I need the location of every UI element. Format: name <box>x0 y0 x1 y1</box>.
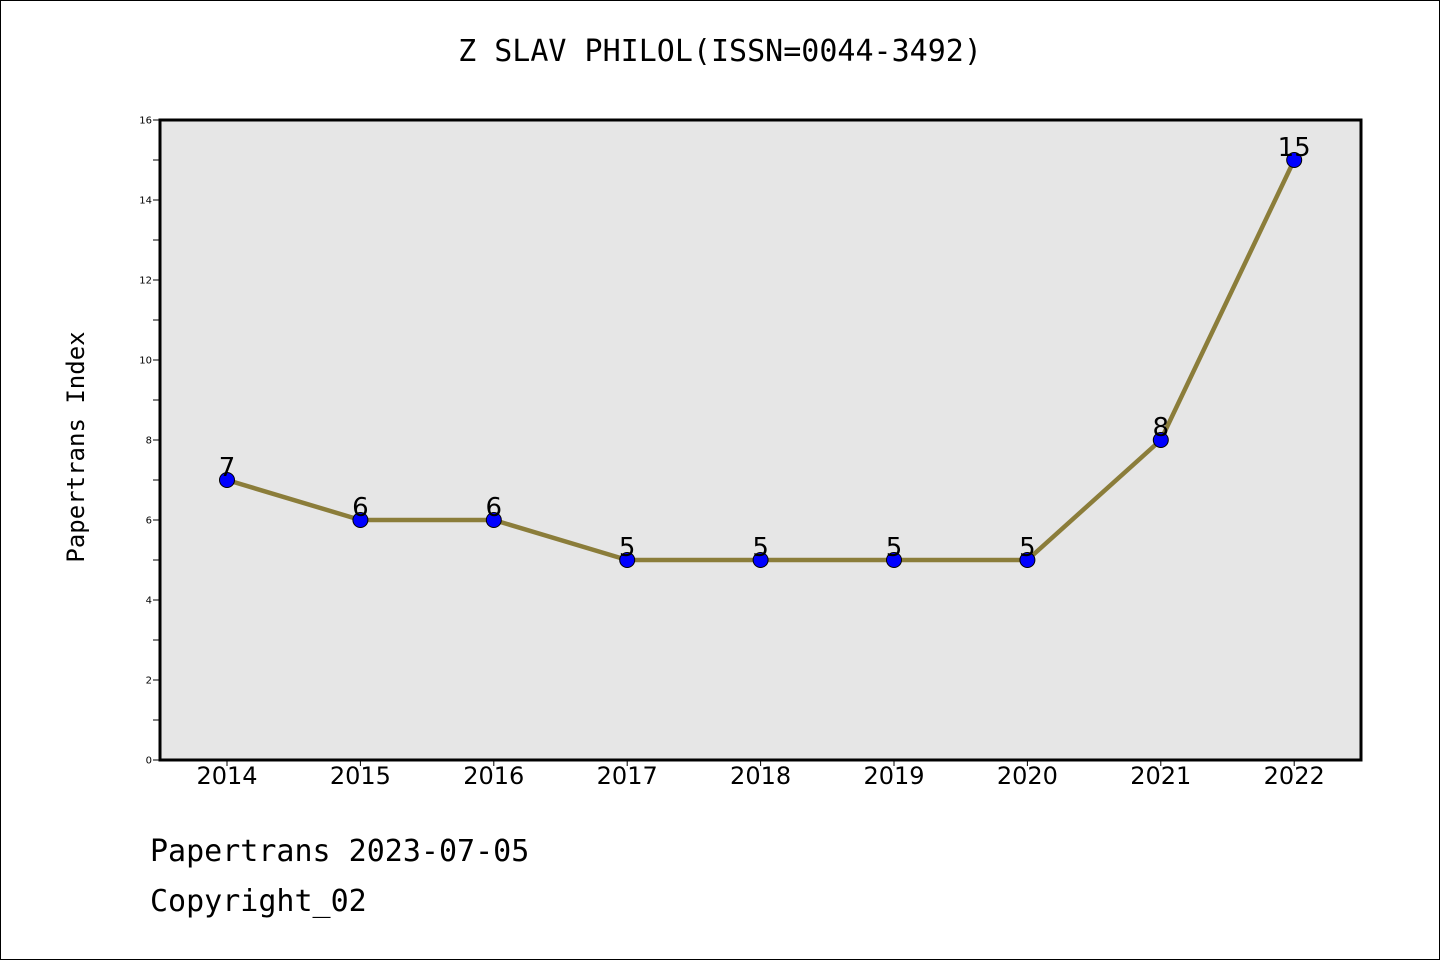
x-tick-label: 2018 <box>730 762 791 790</box>
data-point <box>886 552 902 568</box>
plot-area <box>160 120 1361 760</box>
x-tick-label: 2015 <box>330 762 391 790</box>
data-label: 7 <box>219 453 236 483</box>
y-tick-label: 8 <box>146 436 152 447</box>
data-label: 8 <box>1153 413 1170 443</box>
x-tick-label: 2019 <box>863 762 924 790</box>
data-label: 5 <box>1019 533 1036 563</box>
data-label: 5 <box>619 533 636 563</box>
y-tick-label: 4 <box>146 596 152 607</box>
data-label: 15 <box>1278 133 1311 163</box>
chart-title: Z SLAV PHILOL(ISSN=0044-3492) <box>458 34 982 69</box>
y-tick-label: 0 <box>146 756 152 767</box>
data-label: 6 <box>352 493 369 523</box>
x-tick-label: 2017 <box>597 762 658 790</box>
data-point <box>752 552 769 568</box>
x-tick-label: 2021 <box>1130 762 1191 790</box>
x-tick-label: 2014 <box>196 762 257 790</box>
data-point <box>485 512 502 528</box>
data-label: 5 <box>752 533 769 563</box>
y-tick-label: 14 <box>139 196 152 207</box>
y-tick-label: 12 <box>139 276 152 287</box>
x-tick-label: 2020 <box>997 762 1058 790</box>
data-label: 6 <box>486 493 503 523</box>
x-tick-label: 2016 <box>463 762 524 790</box>
y-tick-label: 10 <box>139 356 152 367</box>
data-point <box>1019 552 1036 568</box>
footer-copyright: Copyright_02 <box>150 884 367 919</box>
footer-date: Papertrans 2023-07-05 <box>150 834 530 869</box>
data-point <box>352 512 369 528</box>
data-label: 5 <box>886 533 903 563</box>
data-point <box>219 472 235 488</box>
y-tick-label: 2 <box>146 676 152 687</box>
plot-border <box>158 118 1363 762</box>
y-tick-label: 16 <box>139 116 152 127</box>
data-point <box>1286 152 1303 168</box>
data-point <box>619 552 636 568</box>
y-tick-label: 6 <box>146 516 152 527</box>
x-tick-label: 2022 <box>1264 762 1325 790</box>
data-point <box>1152 432 1169 448</box>
